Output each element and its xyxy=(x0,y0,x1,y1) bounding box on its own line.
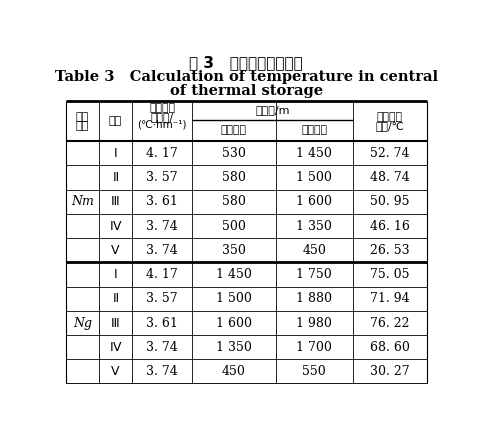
Text: Ⅴ: Ⅴ xyxy=(111,244,120,257)
Text: 表 3   热储中部温度计算: 表 3 热储中部温度计算 xyxy=(189,55,302,70)
Text: 3. 74: 3. 74 xyxy=(146,244,178,257)
Text: 3. 61: 3. 61 xyxy=(146,195,178,208)
Text: 1 500: 1 500 xyxy=(296,171,332,184)
Text: 1 750: 1 750 xyxy=(296,268,332,281)
Text: 350: 350 xyxy=(221,244,245,257)
Text: 76. 22: 76. 22 xyxy=(370,317,409,330)
Text: 热储: 热储 xyxy=(76,111,89,121)
Text: Ⅴ: Ⅴ xyxy=(111,365,120,378)
Text: 1 450: 1 450 xyxy=(216,268,251,281)
Text: Ⅳ: Ⅳ xyxy=(109,219,121,232)
Text: 530: 530 xyxy=(221,147,245,160)
Text: 底板厚度: 底板厚度 xyxy=(300,125,327,135)
Text: 层位: 层位 xyxy=(76,121,89,131)
Text: 450: 450 xyxy=(221,365,245,378)
Text: 50. 95: 50. 95 xyxy=(370,195,409,208)
Text: 平均值/: 平均值/ xyxy=(150,111,173,121)
Text: 1 350: 1 350 xyxy=(216,341,251,354)
Text: 3. 74: 3. 74 xyxy=(146,219,178,232)
Text: Ⅱ: Ⅱ xyxy=(112,292,119,305)
Text: 3. 74: 3. 74 xyxy=(146,365,178,378)
Text: 3. 57: 3. 57 xyxy=(146,171,178,184)
Text: 580: 580 xyxy=(221,195,245,208)
Text: 1 600: 1 600 xyxy=(296,195,332,208)
Text: Ⅲ: Ⅲ xyxy=(111,317,120,330)
Text: 3. 74: 3. 74 xyxy=(146,341,178,354)
Text: Nm: Nm xyxy=(71,195,94,208)
Text: 68. 60: 68. 60 xyxy=(369,341,409,354)
Text: (℃·hm⁻¹): (℃·hm⁻¹) xyxy=(137,120,186,130)
Text: 26. 53: 26. 53 xyxy=(369,244,409,257)
Text: 1 600: 1 600 xyxy=(215,317,251,330)
Text: Ⅲ: Ⅲ xyxy=(111,195,120,208)
Text: 30. 27: 30. 27 xyxy=(369,365,409,378)
Text: 1 700: 1 700 xyxy=(296,341,332,354)
Text: 温度/℃: 温度/℃ xyxy=(375,121,404,131)
Text: 热储中部: 热储中部 xyxy=(376,111,402,121)
Text: 4. 17: 4. 17 xyxy=(146,268,178,281)
Text: Ng: Ng xyxy=(73,317,92,330)
Text: 75. 05: 75. 05 xyxy=(370,268,409,281)
Text: 分区: 分区 xyxy=(108,116,122,126)
Text: of thermal storage: of thermal storage xyxy=(169,84,322,98)
Text: 52. 74: 52. 74 xyxy=(370,147,409,160)
Text: 1 350: 1 350 xyxy=(296,219,332,232)
Text: 450: 450 xyxy=(302,244,325,257)
Text: 1 980: 1 980 xyxy=(296,317,332,330)
Text: 48. 74: 48. 74 xyxy=(369,171,409,184)
Text: 3. 61: 3. 61 xyxy=(146,317,178,330)
Text: 1 500: 1 500 xyxy=(216,292,251,305)
Text: Table 3   Calculation of temperature in central: Table 3 Calculation of temperature in ce… xyxy=(54,70,437,84)
Text: 热储层/m: 热储层/m xyxy=(255,105,289,115)
Text: 地温梯度: 地温梯度 xyxy=(149,103,175,113)
Text: 580: 580 xyxy=(221,171,245,184)
Text: 顶板厚度: 顶板厚度 xyxy=(220,125,246,135)
Text: 500: 500 xyxy=(221,219,245,232)
Text: Ⅰ: Ⅰ xyxy=(113,147,117,160)
Text: Ⅳ: Ⅳ xyxy=(109,341,121,354)
Text: 1 880: 1 880 xyxy=(296,292,332,305)
Text: 46. 16: 46. 16 xyxy=(369,219,409,232)
Text: 3. 57: 3. 57 xyxy=(146,292,178,305)
Text: 71. 94: 71. 94 xyxy=(369,292,409,305)
Text: 4. 17: 4. 17 xyxy=(146,147,178,160)
Text: 1 450: 1 450 xyxy=(296,147,332,160)
Text: Ⅰ: Ⅰ xyxy=(113,268,117,281)
Text: Ⅱ: Ⅱ xyxy=(112,171,119,184)
Text: 550: 550 xyxy=(302,365,325,378)
